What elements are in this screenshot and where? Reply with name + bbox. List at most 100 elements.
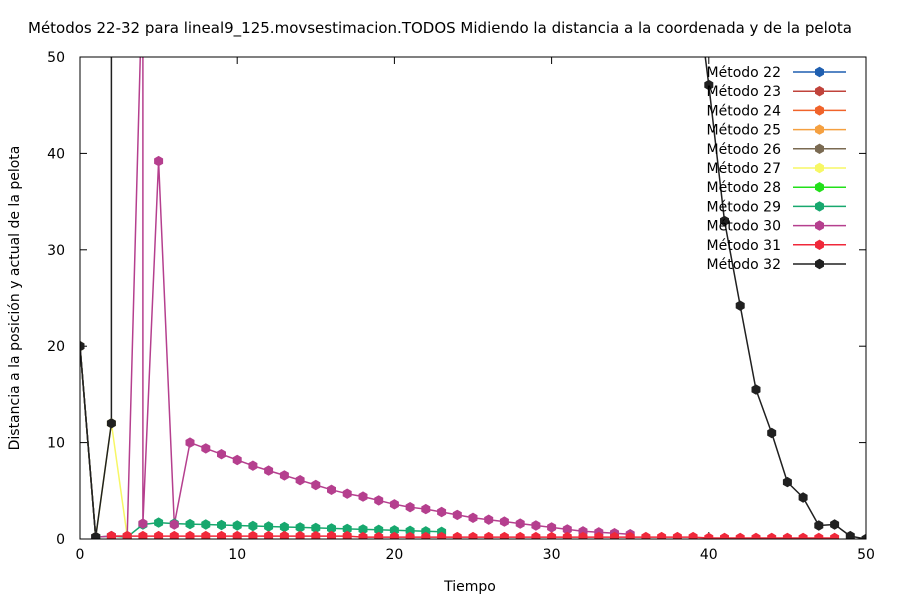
legend-label: Método 23 <box>707 84 781 100</box>
legend-label: Método 25 <box>707 123 781 139</box>
data-point <box>751 384 761 395</box>
legend-label: Método 22 <box>707 65 781 81</box>
data-point <box>279 470 289 481</box>
data-point <box>484 531 494 539</box>
data-point <box>311 479 321 491</box>
legend-swatch-marker <box>815 105 824 116</box>
legend-label: Método 32 <box>707 257 781 273</box>
data-point <box>782 532 792 539</box>
y-axis-label: Distancia a la posición y actual de la p… <box>7 146 23 451</box>
data-point <box>437 506 447 518</box>
data-point <box>735 300 745 311</box>
data-point <box>515 518 525 529</box>
series-line <box>80 57 631 538</box>
y-tick-label: 20 <box>47 339 65 355</box>
data-point <box>594 531 604 539</box>
data-point <box>515 531 525 539</box>
series-layer <box>80 57 866 539</box>
data-point <box>499 531 509 539</box>
data-point <box>468 512 478 523</box>
data-point <box>358 531 368 539</box>
legend-swatch-marker <box>815 258 824 270</box>
legend-item: Método 22 <box>707 65 846 81</box>
data-point <box>138 518 148 529</box>
data-point <box>767 427 777 439</box>
legend-item: Método 32 <box>707 257 846 273</box>
legend-item: Método 29 <box>707 199 846 215</box>
data-point <box>264 521 274 532</box>
data-point <box>405 502 415 513</box>
data-point <box>374 495 384 506</box>
data-point <box>138 530 148 539</box>
legend-label: Método 28 <box>707 180 781 196</box>
legend-swatch-marker <box>815 239 824 250</box>
data-point <box>405 531 415 539</box>
data-point <box>562 524 572 535</box>
data-point <box>531 520 541 531</box>
data-point <box>374 524 384 535</box>
data-point <box>217 530 226 539</box>
x-tick-label: 0 <box>76 547 85 563</box>
data-point <box>798 492 808 503</box>
data-point <box>248 520 258 532</box>
data-point <box>578 531 588 539</box>
legend-swatch-marker <box>815 201 824 212</box>
data-point <box>185 530 195 539</box>
chart-title: Métodos 22-32 para lineal9_125.movsestim… <box>28 19 852 38</box>
data-point <box>688 531 698 539</box>
legend-swatch-marker <box>815 124 824 135</box>
data-point <box>295 475 305 486</box>
data-point <box>185 437 195 448</box>
data-point <box>201 530 211 539</box>
data-point <box>311 522 321 534</box>
data-point <box>798 532 808 539</box>
legend-swatch-marker <box>815 66 824 78</box>
data-point <box>327 530 336 539</box>
legend: Método 22 Método 23 Método 24 Método 25 Méto… <box>707 65 846 273</box>
data-point <box>311 530 321 539</box>
data-point <box>735 532 745 539</box>
data-point <box>169 530 179 539</box>
data-point <box>185 518 195 530</box>
data-point <box>358 524 368 535</box>
data-point <box>327 484 336 495</box>
data-point <box>625 531 635 539</box>
data-point <box>830 532 840 539</box>
data-point <box>295 530 305 539</box>
data-point <box>782 476 792 488</box>
legend-label: Método 29 <box>707 199 781 215</box>
y-tick-label: 50 <box>47 50 65 66</box>
data-point <box>80 341 85 352</box>
legend-item: Método 24 <box>707 103 846 119</box>
data-point <box>720 532 729 539</box>
data-point <box>830 519 840 530</box>
data-point <box>154 530 164 539</box>
legend-swatch-marker <box>815 182 824 193</box>
data-point <box>861 533 866 539</box>
y-tick-label: 10 <box>47 436 65 452</box>
data-point <box>547 531 557 539</box>
data-point <box>279 521 289 533</box>
legend-swatch-marker <box>815 220 824 231</box>
axes: 0 10 20 30 40 50 0 10 20 30 40 50 <box>47 50 875 563</box>
data-point <box>389 525 399 536</box>
series-line <box>80 346 442 538</box>
data-point <box>106 418 116 429</box>
plot-frame <box>79 56 867 540</box>
data-point <box>232 454 242 466</box>
data-point <box>767 532 777 539</box>
data-point <box>232 530 242 539</box>
data-point <box>217 519 226 531</box>
data-point <box>248 460 258 471</box>
legend-item: Método 23 <box>707 84 846 100</box>
data-point <box>610 531 619 539</box>
legend-item: Método 25 <box>707 123 846 139</box>
legend-swatch-marker <box>815 86 824 97</box>
legend-label: Método 30 <box>707 219 781 235</box>
data-point <box>389 499 399 510</box>
data-point <box>374 531 384 539</box>
data-point <box>91 531 101 539</box>
series-line <box>80 57 866 539</box>
data-point <box>484 514 494 525</box>
data-point <box>437 531 447 539</box>
